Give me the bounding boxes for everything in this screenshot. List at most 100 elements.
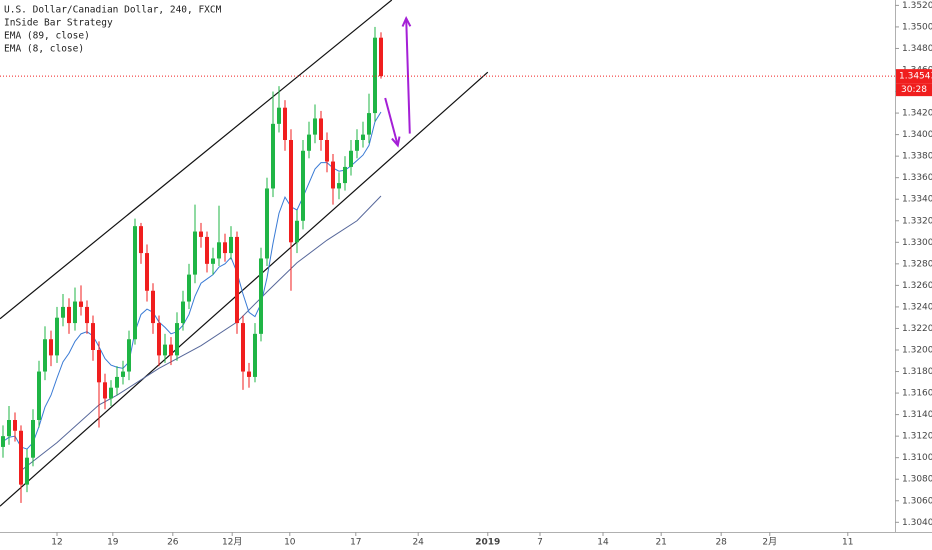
last-price-box [896,69,932,84]
y-tick-label: 1.31400 [902,410,932,420]
y-tick-label: 1.35000 [902,22,932,32]
candle-body [120,371,125,377]
candle-body [372,37,377,114]
arrow-shaft [384,97,399,146]
arrow-head [391,136,401,148]
y-tick-label: 1.32200 [902,324,932,334]
x-tick-label: 10 [284,538,296,548]
candle-body [60,306,65,318]
candle-body [330,161,335,189]
y-tick-label: 1.32400 [902,302,932,312]
trend-line [0,0,393,320]
x-tick-label: 26 [167,538,179,548]
axes: 1.352001.350001.348001.346001.344001.342… [51,1,932,548]
trend-line [0,71,489,507]
y-tick-label: 1.33400 [902,195,932,205]
candle-body [258,258,263,334]
y-tick-label: 1.31200 [902,432,932,442]
candle-body [108,387,113,399]
legend-entry: EMA (8, close) [4,44,84,55]
candle-body [210,258,215,264]
candle-body [78,301,83,307]
candle-body [324,140,329,162]
candle-body [354,140,359,151]
candle-body [42,339,47,372]
candle-body [288,140,293,243]
candle-body [366,113,371,135]
candle-body [240,323,245,372]
y-tick-label: 1.30400 [902,518,932,528]
y-tick-label: 1.31000 [902,453,932,463]
y-tick-label: 1.33000 [902,238,932,248]
candle-body [360,134,365,140]
candle-body [234,236,239,324]
candle-body [252,333,257,377]
countdown-label: 30:28 [901,85,927,95]
candle-body [198,231,203,237]
candle-body [84,306,89,324]
candle-body [282,107,287,140]
y-tick-label: 1.33600 [902,173,932,183]
candle-body [126,339,131,372]
candle-body [6,420,11,437]
candle-body [162,344,167,356]
candle-body [90,323,95,350]
candle-body [312,118,317,135]
candle-body [12,420,17,431]
x-tick-label: 17 [350,538,361,548]
candle-body [378,37,383,77]
candle-body [204,236,209,264]
candle-body [300,150,305,221]
candle-body [336,183,341,189]
candle-body [114,376,119,388]
y-tick-label: 1.33800 [902,152,932,162]
candle-body [30,420,35,458]
candle-body [348,150,353,167]
y-tick-label: 1.34800 [902,44,932,54]
candle-body [222,242,227,254]
x-tick-label: 2019 [475,538,500,548]
candle-body [264,188,269,259]
candle-body [168,344,173,356]
candle-body [96,350,101,383]
y-tick-label: 1.31800 [902,367,932,377]
plot-area [0,0,895,507]
x-tick-label: 11 [842,538,853,548]
candle-body [102,382,107,399]
x-tick-label: 19 [107,538,119,548]
candle-body [246,371,251,377]
x-tick-label: 2月 [762,537,777,548]
x-tick-label: 24 [412,538,424,548]
candle-body [54,317,59,356]
arrow-shaft [405,18,411,134]
ema-line [20,195,382,472]
y-tick-label: 1.32800 [902,259,932,269]
y-tick-label: 1.33200 [902,216,932,226]
legend: EMA (89, close) EMA (8, close) [4,31,90,55]
candle-body [66,306,71,324]
y-tick-label: 1.34200 [902,109,932,119]
candle-body [24,457,29,485]
candle-body [342,166,347,184]
candle-body [318,118,323,140]
candle-body [18,430,23,485]
ema-line [2,111,382,450]
candle-body [192,231,197,275]
legend-entry: EMA (89, close) [4,31,90,42]
candle-body [276,107,281,124]
x-tick-label: 21 [655,538,666,548]
y-tick-label: 1.32600 [902,281,932,291]
candle-body [186,274,191,302]
candle-body [216,242,221,259]
x-tick-label: 7 [537,538,543,548]
candle-body [36,371,41,420]
y-tick-label: 1.31600 [902,389,932,399]
chart-title: U.S. Dollar/Canadian Dollar, 240, FXCM [4,5,222,16]
candle-body [270,123,275,189]
candle-body [48,339,53,356]
candle-body [294,220,299,243]
arrow-head [401,16,412,27]
